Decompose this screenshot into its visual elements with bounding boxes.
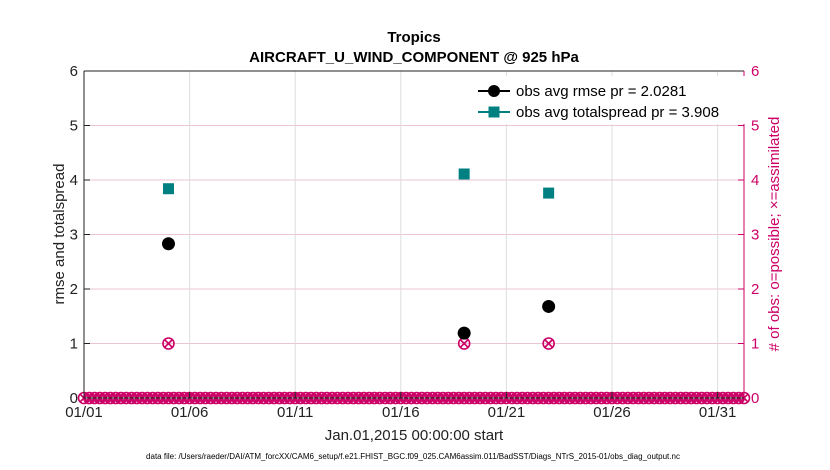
y-right-tick-label: 0	[751, 390, 759, 407]
y-tick-label: 5	[70, 118, 78, 135]
y-tick-label: 0	[70, 390, 78, 407]
point-rmse	[457, 326, 471, 340]
y-right-tick-label: 6	[751, 63, 759, 80]
point-rmse	[542, 299, 556, 313]
y-right-tick-label: 3	[751, 227, 759, 244]
legend-label-rmse: obs avg rmse pr = 2.0281	[516, 83, 687, 100]
y-tick-label: 4	[70, 172, 78, 189]
axes: 0 1 2 3 4 5 6 0 1 2 3 4 5 6 01/01 01/06 01/11 01/16 01/21 0…	[65, 63, 759, 421]
y-tick-label: 2	[70, 281, 78, 298]
x-tick-label: 01/26	[593, 404, 631, 421]
x-tick-label: 01/16	[382, 404, 420, 421]
chart-title: Tropics	[387, 29, 440, 46]
y-tick-label: 3	[70, 227, 78, 244]
legend-box	[472, 76, 750, 124]
x-tick-label: 01/11	[277, 404, 313, 421]
y-right-tick-label: 4	[751, 172, 759, 189]
x-tick-label: 01/21	[488, 404, 526, 421]
y-right-tick-label: 2	[751, 281, 759, 298]
x-tick-label: 01/01	[65, 404, 103, 421]
legend: obs avg rmse pr = 2.0281 obs avg totalsp…	[472, 76, 750, 124]
x-axis-label: Jan.01,2015 00:00:00 start	[325, 427, 504, 444]
y-right-tick-label: 5	[751, 118, 759, 135]
obs-count-marker	[162, 337, 175, 350]
grid	[84, 71, 744, 398]
y-axis-label-right: # of obs: o=possible; ×=assimilated	[766, 117, 783, 352]
legend-marker-totalspread	[488, 106, 500, 118]
series-layer	[161, 168, 556, 340]
obs-count-marker	[542, 337, 555, 350]
y-axis-label: rmse and totalspread	[51, 164, 68, 305]
legend-label-totalspread: obs avg totalspread pr = 3.908	[516, 104, 719, 121]
point-totalspread	[162, 183, 174, 195]
legend-marker-rmse	[488, 85, 500, 97]
y-tick-label: 1	[70, 336, 78, 353]
footer-data-file: data file: /Users/raeder/DAI/ATM_forcXX/…	[146, 452, 680, 461]
x-tick-label: 01/31	[699, 404, 737, 421]
x-tick-label: 01/06	[171, 404, 209, 421]
chart-subtitle: AIRCRAFT_U_WIND_COMPONENT @ 925 hPa	[249, 49, 579, 66]
point-totalspread	[458, 168, 470, 180]
point-rmse	[161, 237, 175, 251]
point-totalspread	[543, 187, 555, 199]
y-right-tick-label: 1	[751, 336, 759, 353]
y-tick-label: 6	[70, 63, 78, 80]
